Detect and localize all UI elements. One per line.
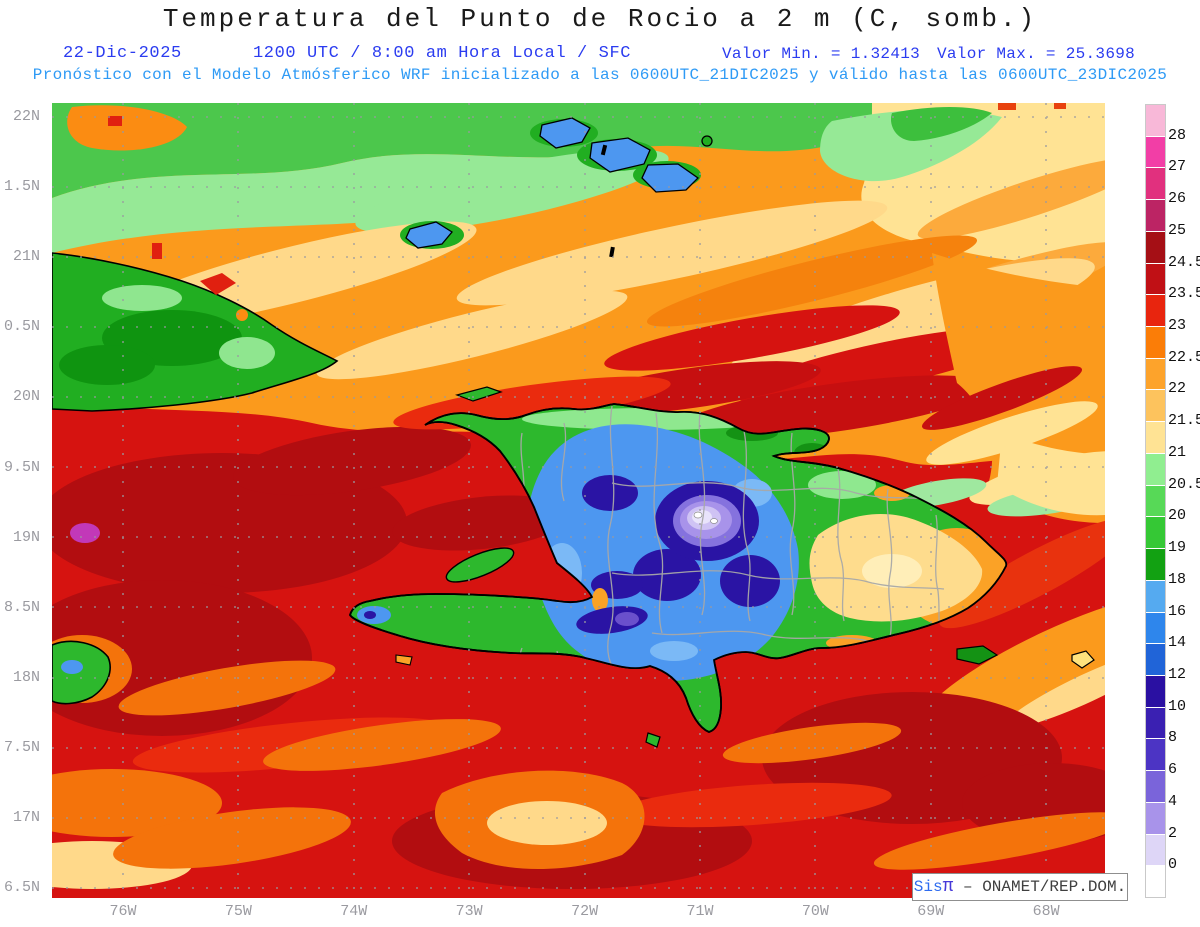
colorbar-tick-label: 20 [1168, 507, 1187, 525]
map-canvas [52, 103, 1105, 898]
colorbar-tick-label: 8 [1168, 729, 1178, 747]
colorbar-tick-label: 23.5 [1168, 285, 1200, 303]
lat-tick-label: 21N [12, 248, 40, 266]
colorbar-segment [1146, 675, 1165, 707]
colorbar-tick-label: 16 [1168, 602, 1187, 620]
colorbar-tick-label: 21 [1168, 443, 1187, 461]
colorbar-segment [1146, 422, 1165, 453]
colorbar-tick-label: 22 [1168, 380, 1187, 398]
lat-tick-label: 1.5N [3, 178, 40, 196]
colorbar-segment [1146, 453, 1165, 485]
lon-tick-label: 73W [455, 903, 483, 920]
colorbar-segment [1146, 358, 1165, 390]
lon-tick-label: 72W [571, 903, 599, 920]
lon-tick-label: 75W [224, 903, 252, 920]
lon-tick-label: 71W [686, 903, 714, 920]
colorbar-tick-label: 23 [1168, 317, 1187, 335]
watermark-pi-symbol: π [942, 877, 954, 897]
colorbar-segment [1146, 105, 1165, 136]
colorbar-tick-label: 28 [1168, 126, 1187, 144]
colorbar-segment [1146, 771, 1165, 802]
max-value-label: Valor Max. = 25.3698 [937, 45, 1136, 63]
lat-tick-label: 22N [12, 108, 40, 125]
colorbar-segment [1146, 802, 1165, 834]
colorbar-segment [1146, 834, 1165, 866]
watermark-sis-text: Sis [913, 878, 943, 896]
colorbar-segment [1146, 295, 1165, 327]
colorbar-tick-label: 4 [1168, 792, 1178, 810]
date-label: 22-Dic-2025 [63, 44, 182, 63]
watermark-badge: Sis π – ONAMET/REP.DOM. [912, 873, 1128, 901]
lat-tick-label: 20N [12, 388, 40, 406]
lat-tick-label: 0.5N [3, 318, 40, 336]
lat-tick-label: 6.5N [3, 879, 40, 897]
lon-tick-label: 76W [109, 903, 137, 920]
forecast-model-label: Pronóstico con el Modelo Atmósferico WRF… [32, 66, 1168, 84]
min-value-label: Valor Min. = 1.32413 [722, 45, 921, 63]
page-title: Temperatura del Punto de Rocio a 2 m (C,… [162, 4, 1038, 34]
lat-tick-label: 17N [12, 809, 40, 826]
colorbar-segment [1146, 390, 1165, 422]
colorbar-tick-label: 6 [1168, 761, 1178, 779]
colorbar-tick-label: 19 [1168, 539, 1187, 557]
colorbar-segment [1146, 517, 1165, 549]
colorbar [1145, 104, 1166, 898]
colorbar-tick-label: 22.5 [1168, 348, 1200, 366]
colorbar-tick-label: 21.5 [1168, 412, 1200, 430]
colorbar-segment [1146, 327, 1165, 358]
colorbar-tick-label: 24.5 [1168, 253, 1200, 271]
colorbar-tick-label: 10 [1168, 697, 1187, 715]
colorbar-tick-label: 12 [1168, 665, 1187, 683]
colorbar-segment [1146, 485, 1165, 517]
colorbar-segment [1146, 231, 1165, 263]
colorbar-segment [1146, 707, 1165, 739]
lat-tick-label: 18N [12, 668, 40, 686]
lat-tick-label: 9.5N [3, 458, 40, 476]
lat-tick-label: 7.5N [3, 738, 40, 756]
colorbar-segment [1146, 866, 1165, 897]
colorbar-tick-label: 26 [1168, 190, 1187, 208]
lon-tick-label: 70W [801, 903, 829, 920]
colorbar-tick-label: 14 [1168, 634, 1187, 652]
colorbar-segment [1146, 168, 1165, 200]
colorbar-tick-label: 0 [1168, 856, 1178, 874]
valid-time-label: 1200 UTC / 8:00 am Hora Local / SFC [253, 44, 632, 63]
colorbar-tick-label: 2 [1168, 824, 1178, 842]
colorbar-segment [1146, 580, 1165, 612]
lat-tick-label: 8.5N [3, 598, 40, 616]
colorbar-segment [1146, 644, 1165, 675]
colorbar-segment [1146, 136, 1165, 168]
colorbar-tick-label: 20.5 [1168, 475, 1200, 493]
lon-tick-label: 74W [340, 903, 368, 920]
lat-tick-label: 19N [12, 528, 40, 546]
colorbar-segment [1146, 612, 1165, 644]
colorbar-segment [1146, 263, 1165, 295]
colorbar-tick-label: 18 [1168, 570, 1187, 588]
colorbar-segment [1146, 739, 1165, 771]
lon-tick-label: 69W [917, 903, 945, 920]
colorbar-tick-label: 27 [1168, 158, 1187, 176]
watermark-agency-text: – ONAMET/REP.DOM. [953, 878, 1127, 896]
colorbar-segment [1146, 549, 1165, 580]
lon-tick-label: 68W [1032, 903, 1060, 920]
colorbar-tick-label: 25 [1168, 221, 1187, 239]
colorbar-segment [1146, 200, 1165, 231]
